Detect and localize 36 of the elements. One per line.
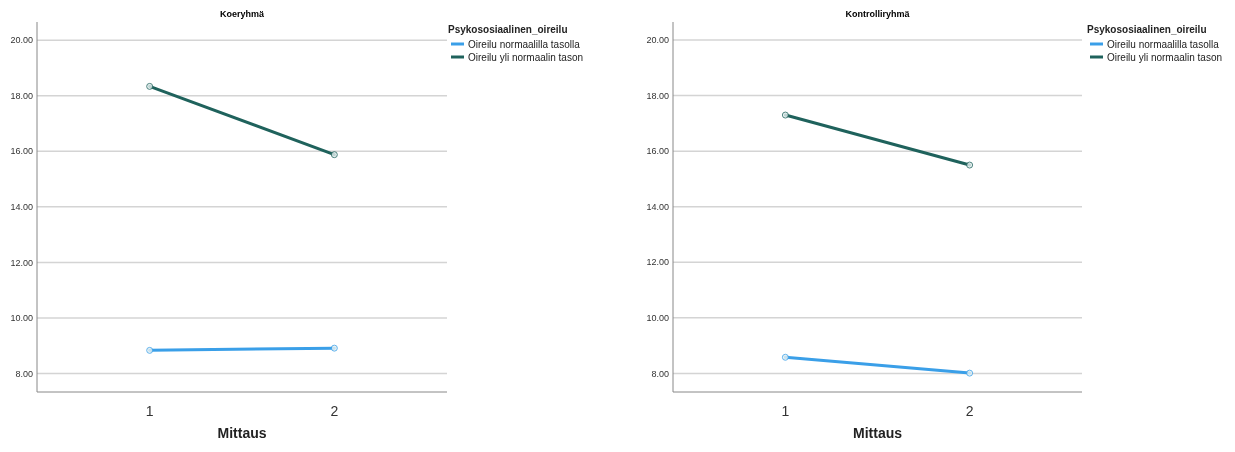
legend-title: Psykososiaalinen_oireilu [1087,24,1207,35]
x-tick-label: 2 [330,403,339,419]
y-tick-label: 14.00 [646,201,669,212]
chart-title: Kontrolliryhmä [845,9,911,19]
x-tick-label: 1 [781,403,790,419]
x-tick-label: 2 [965,403,974,419]
y-tick-label: 8.00 [651,368,669,379]
point [146,346,154,354]
y-tick-label: 8.00 [15,368,33,379]
y-tick-label: 12.00 [646,257,669,268]
x-axis-title: Mittaus [217,425,267,441]
y-tick-label: 20.00 [646,35,669,46]
legend-label: Oireilu normaalilla tasolla [1107,38,1220,50]
point [146,82,154,90]
legend-title: Psykososiaalinen_oireilu [448,24,568,35]
y-tick-label: 10.00 [646,312,669,323]
point [330,151,338,159]
legend-label: Oireilu normaalilla tasolla [468,38,581,50]
point [781,353,789,361]
y-tick-label: 10.00 [10,313,33,324]
y-tick-label: 16.00 [646,146,669,157]
y-tick-label: 12.00 [10,257,33,268]
x-tick-label: 1 [145,403,154,419]
y-tick-label: 14.00 [10,202,33,213]
y-tick-label: 18.00 [646,90,669,101]
y-tick-label: 16.00 [10,146,33,157]
point [966,369,974,377]
y-tick-label: 20.00 [10,35,33,46]
chart-title: Koeryhmä [219,9,265,19]
point [781,111,789,119]
x-axis-title: Mittaus [853,425,903,441]
y-tick-label: 18.00 [10,90,33,101]
point [330,344,338,352]
point [966,161,974,169]
legend-label: Oireilu yli normaalin tason [1107,51,1223,63]
legend-label: Oireilu yli normaalin tason [468,51,584,63]
